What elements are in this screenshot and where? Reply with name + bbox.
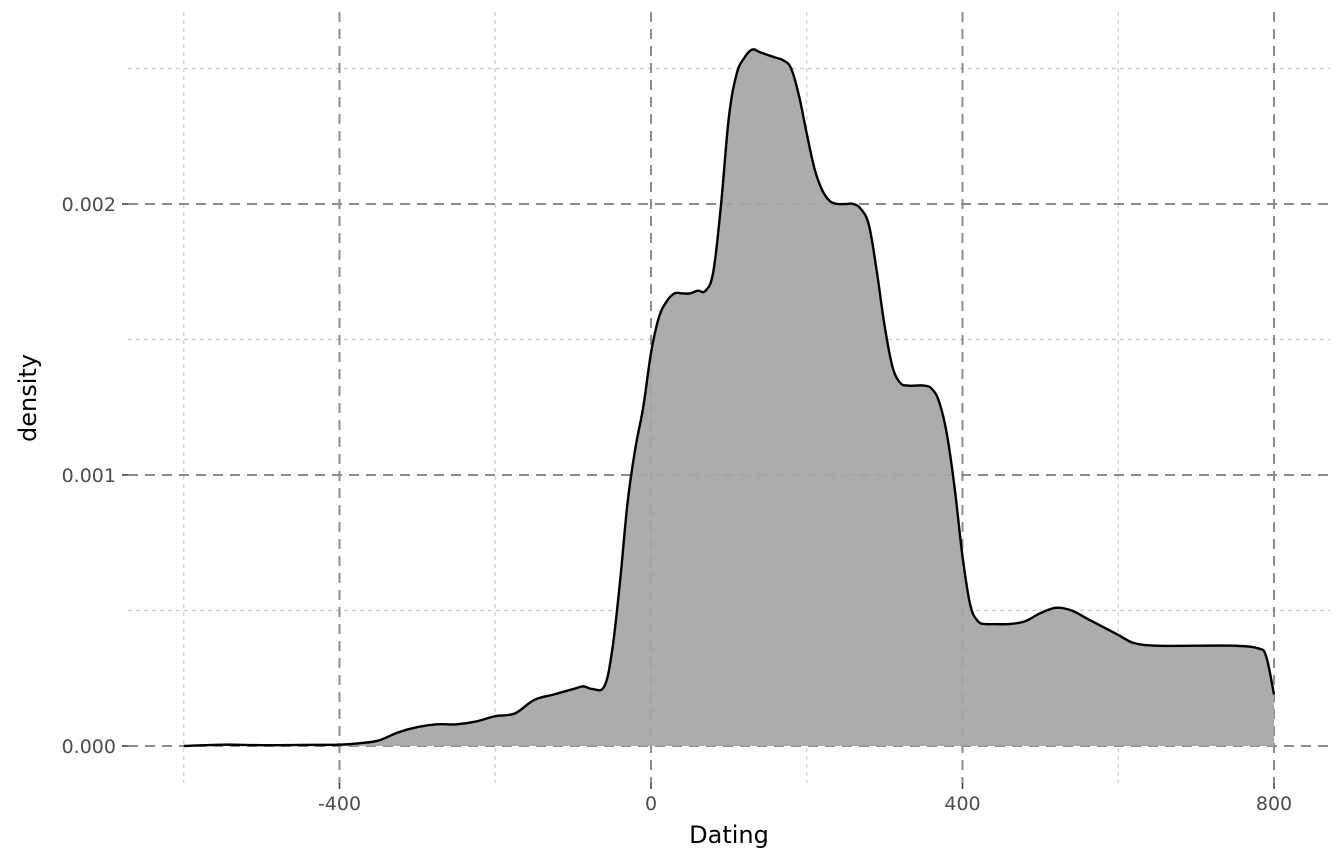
y-tick-label: 0.001 (62, 465, 116, 487)
y-tick-label: 0.002 (62, 194, 116, 216)
y-tick-label: 0.000 (62, 736, 116, 758)
density-curve-line (183, 48, 1276, 748)
x-tick-label: 800 (1256, 793, 1292, 815)
x-tick-label: 400 (944, 793, 980, 815)
axis-ticks: -400 0 400 800 0.000 0.001 0.002 (62, 194, 1293, 815)
y-axis-title: density (14, 354, 42, 442)
density-area-fill (183, 49, 1274, 747)
x-tick-label: -400 (318, 793, 361, 815)
x-axis-title: Dating (689, 821, 769, 849)
density-plot (183, 48, 1276, 748)
x-tick-label: 0 (645, 793, 657, 815)
